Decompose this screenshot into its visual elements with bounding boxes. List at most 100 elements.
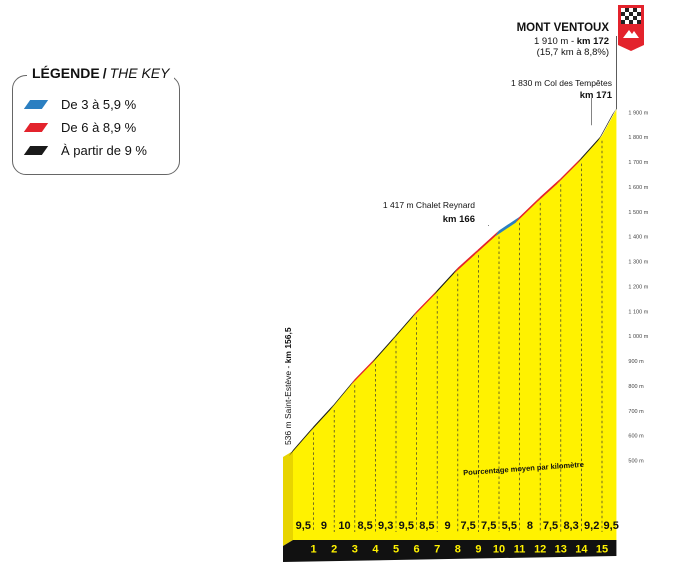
x-tick-label: 14 (575, 544, 588, 556)
gradient-label: 9 (444, 520, 450, 532)
summit-name: MONT VENTOUX (517, 22, 610, 34)
y-tick-label: 1 500 m (628, 210, 648, 216)
x-tick-label: 13 (555, 544, 567, 556)
legend-title: LÉGENDE / THE KEY (27, 65, 175, 81)
ridge-segment (453, 249, 479, 274)
gradient-label: 10 (338, 520, 350, 532)
x-tick-label: 5 (393, 544, 399, 556)
legend-title-en: THE KEY (109, 65, 170, 81)
y-tick-label: 1 800 m (628, 135, 648, 141)
y-tick-label: 1 000 m (628, 334, 648, 340)
checkered-square (629, 20, 633, 24)
legend-box: LÉGENDE / THE KEY De 3 à 5,9 % De 6 à 8,9 … (12, 65, 180, 175)
checkered-square (633, 12, 637, 16)
profile-area (293, 109, 617, 540)
x-tick-label: 8 (455, 544, 461, 556)
checkered-square (621, 20, 625, 24)
ridge-segment (289, 426, 314, 457)
checkered-square (633, 16, 637, 20)
legend-item-moderate: De 3 à 5,9 % (23, 95, 137, 113)
x-tick-label: 4 (372, 544, 379, 556)
ridge-segment (536, 178, 561, 203)
checkered-square (633, 20, 637, 24)
gradient-label: 9,5 (604, 520, 619, 532)
legend-title-fr: LÉGENDE (32, 65, 100, 81)
start-label: 536 m Saint-Estève - km 156,5 (283, 327, 293, 445)
gradient-label: 5,5 (502, 520, 517, 532)
tempetes-label: 1 830 m Col des Tempêtes (511, 78, 612, 88)
legend-swatch-black (23, 145, 49, 155)
x-tick-label: 10 (493, 544, 505, 556)
checkered-square (637, 8, 641, 12)
chalet-km: km 166 (443, 214, 475, 225)
y-tick-label: 500 m (628, 459, 644, 465)
legend-title-separator: / (102, 65, 107, 81)
profile-side-face (283, 451, 293, 546)
checkered-square (637, 16, 641, 20)
x-tick-label: 6 (414, 544, 420, 556)
gradient-label: 9 (321, 520, 327, 532)
ridge-segment (330, 379, 355, 411)
y-tick-label: 700 m (628, 409, 644, 415)
ridge-segment (495, 216, 520, 237)
x-tick-label: 2 (331, 544, 337, 556)
gradient-label: 7,5 (481, 520, 496, 532)
y-tick-label: 1 900 m (628, 110, 648, 116)
ridge-segment (474, 230, 499, 256)
checkered-square (629, 16, 633, 20)
checkered-square (621, 12, 625, 16)
legend-swatch-red (23, 122, 49, 132)
start-label-km: km 156,5 (283, 327, 293, 363)
ridge-segment (577, 134, 602, 164)
checkered-square (621, 16, 625, 20)
ridge-segment (433, 267, 458, 297)
ridge-segment (309, 404, 335, 433)
ridge-segment (515, 196, 541, 223)
checkered-square (637, 12, 641, 16)
gradient-label: 8,5 (357, 520, 372, 532)
checkered-square (621, 8, 625, 12)
start-label-name: 536 m Saint-Estève - (283, 363, 293, 445)
gradient-label: 7,5 (543, 520, 558, 532)
gradient-label: 7,5 (460, 520, 475, 532)
checkered-square (629, 8, 633, 12)
checkered-square (625, 20, 629, 24)
x-tick-label: 9 (475, 544, 481, 556)
summit-km: km 172 (577, 36, 609, 47)
chalet-label: 1 417 m Chalet Reynard (383, 200, 475, 210)
summit-stats: (15,7 km à 8,8%) (537, 47, 609, 58)
ridge-segment (556, 157, 582, 185)
x-tick-label: 7 (434, 544, 440, 556)
gradient-label: 9,2 (584, 520, 599, 532)
y-tick-label: 1 100 m (628, 309, 648, 315)
mountain-icon (623, 30, 639, 38)
ridge-segment (598, 108, 617, 141)
y-tick-label: 1 300 m (628, 260, 648, 266)
y-tick-label: 1 200 m (628, 284, 648, 290)
checkered-square (629, 12, 633, 16)
checkered-square (633, 8, 637, 12)
gradient-label: 9,5 (399, 520, 414, 532)
km-band (283, 540, 617, 562)
legend-item-very-steep: À partir de 9 % (23, 141, 147, 159)
legend-label-moderate: De 3 à 5,9 % (61, 96, 137, 112)
ridge-segment (371, 334, 396, 365)
gradient-label: 8 (527, 520, 533, 532)
gradient-label: 8,3 (563, 520, 578, 532)
checkered-square (637, 20, 641, 24)
ridge-segment (350, 358, 376, 386)
y-tick-label: 1 700 m (628, 160, 648, 166)
ridge-segment (392, 311, 417, 341)
checkered-square (625, 12, 629, 16)
legend-swatch-blue (23, 99, 49, 109)
summit-alt: 1 910 m - (534, 36, 577, 47)
x-tick-label: 15 (596, 544, 608, 556)
y-tick-label: 1 400 m (628, 235, 648, 241)
x-tick-label: 1 (311, 544, 317, 556)
summit-altitude: 1 910 m - km 172 (534, 36, 609, 47)
legend-label-very-steep: À partir de 9 % (61, 142, 147, 158)
legend-item-steep: De 6 à 8,9 % (23, 118, 136, 136)
checkered-square (625, 8, 629, 12)
y-tick-label: 600 m (628, 434, 644, 440)
